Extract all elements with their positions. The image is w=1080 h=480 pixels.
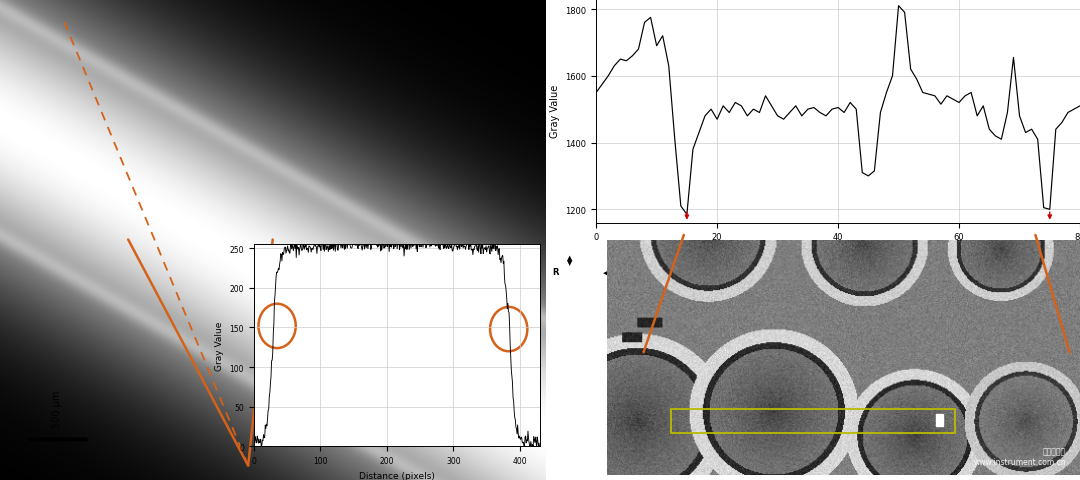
- Text: ◀▶: ◀▶: [1022, 269, 1032, 276]
- X-axis label: Distance (pixels): Distance (pixels): [359, 470, 435, 480]
- X-axis label: Distance (pixels): Distance (pixels): [797, 247, 879, 257]
- Y-axis label: Gray Value: Gray Value: [550, 85, 559, 138]
- Text: R: R: [552, 268, 558, 277]
- Y-axis label: Gray Value: Gray Value: [215, 321, 224, 370]
- Text: ◀▶: ◀▶: [604, 269, 615, 276]
- Text: 500 μm: 500 μm: [52, 390, 63, 427]
- Bar: [671, 409, 955, 433]
- Text: ▲
▼: ▲ ▼: [567, 254, 572, 266]
- Bar: [935, 414, 943, 426]
- Text: 仪器信息网
www.instrument.com.cn: 仪器信息网 www.instrument.com.cn: [973, 446, 1066, 466]
